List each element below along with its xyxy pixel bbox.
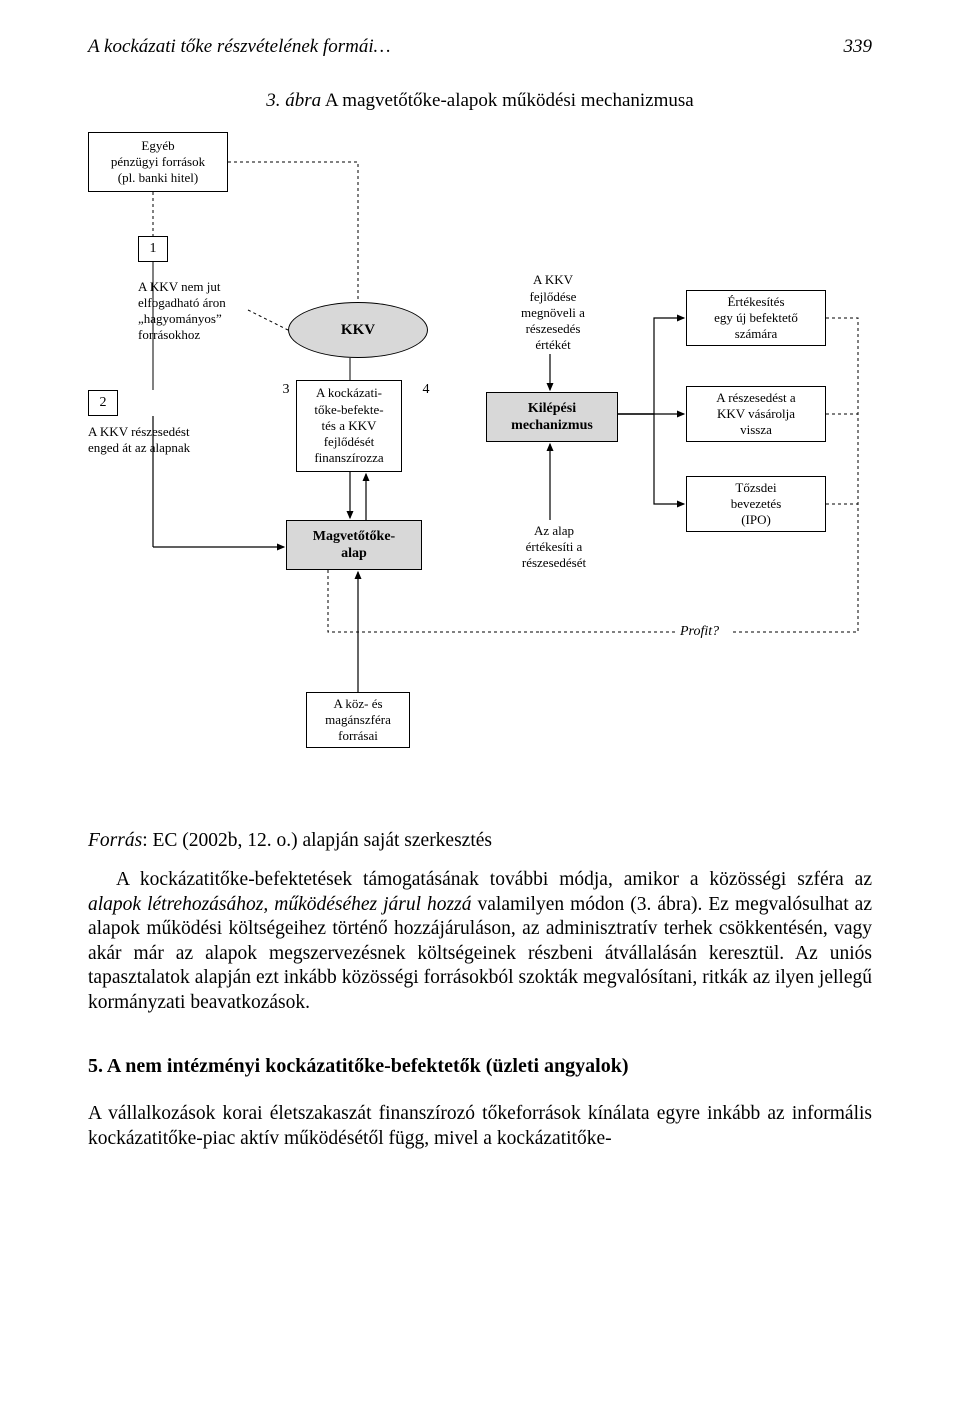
node-kkv-ellipse: KKV	[288, 302, 428, 358]
node-kilepesi: Kilépési mechanizmus	[486, 392, 618, 442]
tozsdei-label: Tőzsdei bevezetés (IPO)	[731, 480, 782, 529]
step1-label: 1	[150, 240, 157, 258]
kkv-reszesedes-label: A KKV részesedést enged át az alapnak	[88, 424, 190, 457]
node-step3: 3	[276, 380, 296, 400]
ertekesites-label: Értékesítés egy új befektető számára	[714, 294, 798, 343]
node-kkv-reszesedes: A KKV részesedést enged át az alapnak	[88, 420, 238, 460]
section-5-heading: 5. A nem intézményi kockázatitőke-befekt…	[88, 1055, 872, 1078]
node-kkv-reject: A KKV nem jut elfogadható áron „hagyomán…	[138, 276, 288, 346]
step4-label: 4	[423, 381, 430, 399]
source-label: Forrás	[88, 830, 142, 851]
node-egyeb-forrasok: Egyéb pénzügyi források (pl. banki hitel…	[88, 132, 228, 192]
node-step1: 1	[138, 236, 168, 262]
node-alap-ertekesiti: Az alap értékesíti a részesedését	[504, 520, 604, 574]
running-title: A kockázati tőke részvételének formái…	[88, 36, 391, 58]
step3-label: 3	[283, 381, 290, 399]
p1a: A kockázatitőke-befektetések támogatásán…	[116, 869, 872, 890]
profit-label: Profit?	[680, 624, 719, 640]
page-number: 339	[844, 36, 873, 58]
node-reszesedest: A részesedést a KKV vásárolja vissza	[686, 386, 826, 442]
figure-caption: 3. ábra A magvetőtőke-alapok működési me…	[88, 90, 872, 112]
profit-text: Profit?	[680, 624, 719, 639]
paragraph-2: A vállalkozások korai életszakaszát fina…	[88, 1102, 872, 1151]
flowchart-diagram: Egyéb pénzügyi források (pl. banki hitel…	[88, 132, 872, 812]
magveto-label: Magvetőtőke- alap	[313, 528, 395, 563]
node-egyeb-label: Egyéb pénzügyi források (pl. banki hitel…	[111, 138, 205, 187]
node-step2: 2	[88, 390, 118, 416]
fejlodes-label: A KKV fejlődése megnöveli a részesedés é…	[521, 272, 585, 353]
kkv-label: KKV	[341, 322, 375, 339]
alap-ert-label: Az alap értékesíti a részesedését	[522, 523, 586, 572]
reszesedest-label: A részesedést a KKV vásárolja vissza	[716, 390, 795, 439]
node-tozsdei: Tőzsdei bevezetés (IPO)	[686, 476, 826, 532]
running-header: A kockázati tőke részvételének formái… 3…	[88, 36, 872, 58]
node-fejlodes: A KKV fejlődése megnöveli a részesedés é…	[498, 272, 608, 354]
node-magveto-alap: Magvetőtőke- alap	[286, 520, 422, 570]
kockazati-label: A kockázati- tőke-befekte- tés a KKV fej…	[314, 385, 383, 466]
kilepesi-label: Kilépési mechanizmus	[511, 400, 593, 435]
node-koz-magan: A köz- és magánszféra forrásai	[306, 692, 410, 748]
node-kockazati: A kockázati- tőke-befekte- tés a KKV fej…	[296, 380, 402, 472]
step2-label: 2	[100, 394, 107, 412]
p2-text: A vállalkozások korai életszakaszát fina…	[88, 1103, 872, 1149]
figure-caption-text: A magvetőtőke-alapok működési mechanizmu…	[321, 90, 694, 111]
node-ertekesites: Értékesítés egy új befektető számára	[686, 290, 826, 346]
figure-caption-prefix: 3. ábra	[266, 90, 321, 111]
node-step4: 4	[416, 380, 436, 400]
p1-italic: alapok létrehozásához, működéséhez járul…	[88, 894, 471, 915]
flowchart-connectors	[88, 132, 872, 812]
kkv-reject-label: A KKV nem jut elfogadható áron „hagyomán…	[138, 279, 226, 344]
paragraph-1: A kockázatitőke-befektetések támogatásán…	[88, 868, 872, 1015]
section5-text: 5. A nem intézményi kockázatitőke-befekt…	[88, 1055, 629, 1077]
kozmagan-label: A köz- és magánszféra forrásai	[325, 696, 391, 745]
figure-source: Forrás: EC (2002b, 12. o.) alapján saját…	[88, 830, 872, 852]
source-text: : EC (2002b, 12. o.) alapján saját szerk…	[142, 830, 492, 851]
